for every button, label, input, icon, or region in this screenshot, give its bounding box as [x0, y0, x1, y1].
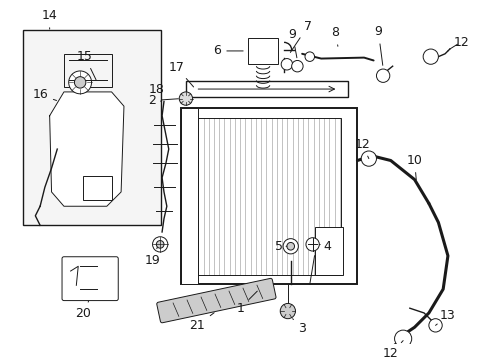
Text: 15: 15: [77, 50, 96, 80]
Circle shape: [422, 49, 438, 64]
Text: 12: 12: [447, 36, 468, 51]
Text: 16: 16: [32, 88, 57, 101]
Bar: [64, 54, 111, 87]
Text: 19: 19: [144, 247, 160, 267]
Text: 17: 17: [168, 60, 193, 87]
Text: 18: 18: [148, 82, 164, 102]
Circle shape: [286, 242, 294, 250]
Circle shape: [281, 59, 292, 70]
Text: 2: 2: [148, 94, 178, 107]
Circle shape: [360, 351, 377, 360]
Bar: [23, 30, 161, 225]
Text: 3: 3: [292, 319, 305, 335]
Circle shape: [280, 303, 295, 319]
Bar: [181, 108, 198, 284]
Text: 10: 10: [406, 154, 422, 180]
Text: 8: 8: [331, 26, 339, 46]
FancyBboxPatch shape: [62, 257, 118, 301]
Circle shape: [376, 69, 389, 82]
Bar: [314, 227, 343, 275]
FancyBboxPatch shape: [157, 278, 275, 323]
Bar: [185, 81, 347, 97]
Text: 4: 4: [319, 240, 330, 253]
Bar: [247, 37, 278, 64]
Bar: [181, 108, 357, 284]
Text: 20: 20: [75, 301, 91, 320]
Text: 5: 5: [275, 240, 286, 253]
Circle shape: [68, 71, 91, 94]
Text: 6: 6: [213, 44, 243, 58]
Bar: [198, 118, 341, 275]
Text: 12: 12: [354, 138, 369, 159]
Circle shape: [428, 319, 441, 332]
Polygon shape: [50, 92, 124, 206]
Circle shape: [305, 238, 319, 251]
Text: 9: 9: [288, 28, 296, 58]
Circle shape: [305, 52, 314, 62]
Text: 21: 21: [189, 313, 214, 332]
Text: 7: 7: [290, 20, 311, 53]
Text: 13: 13: [435, 309, 455, 325]
Circle shape: [74, 77, 86, 88]
Text: 12: 12: [382, 341, 402, 360]
Circle shape: [291, 60, 303, 72]
Circle shape: [152, 237, 167, 252]
Circle shape: [156, 240, 163, 248]
Bar: [83, 176, 111, 199]
Text: 11: 11: [0, 359, 1, 360]
Circle shape: [394, 330, 411, 347]
Text: 14: 14: [41, 9, 58, 29]
Text: 9: 9: [374, 25, 382, 65]
Circle shape: [283, 239, 298, 254]
Circle shape: [361, 151, 376, 166]
Circle shape: [179, 92, 192, 105]
Text: 1: 1: [236, 291, 257, 315]
